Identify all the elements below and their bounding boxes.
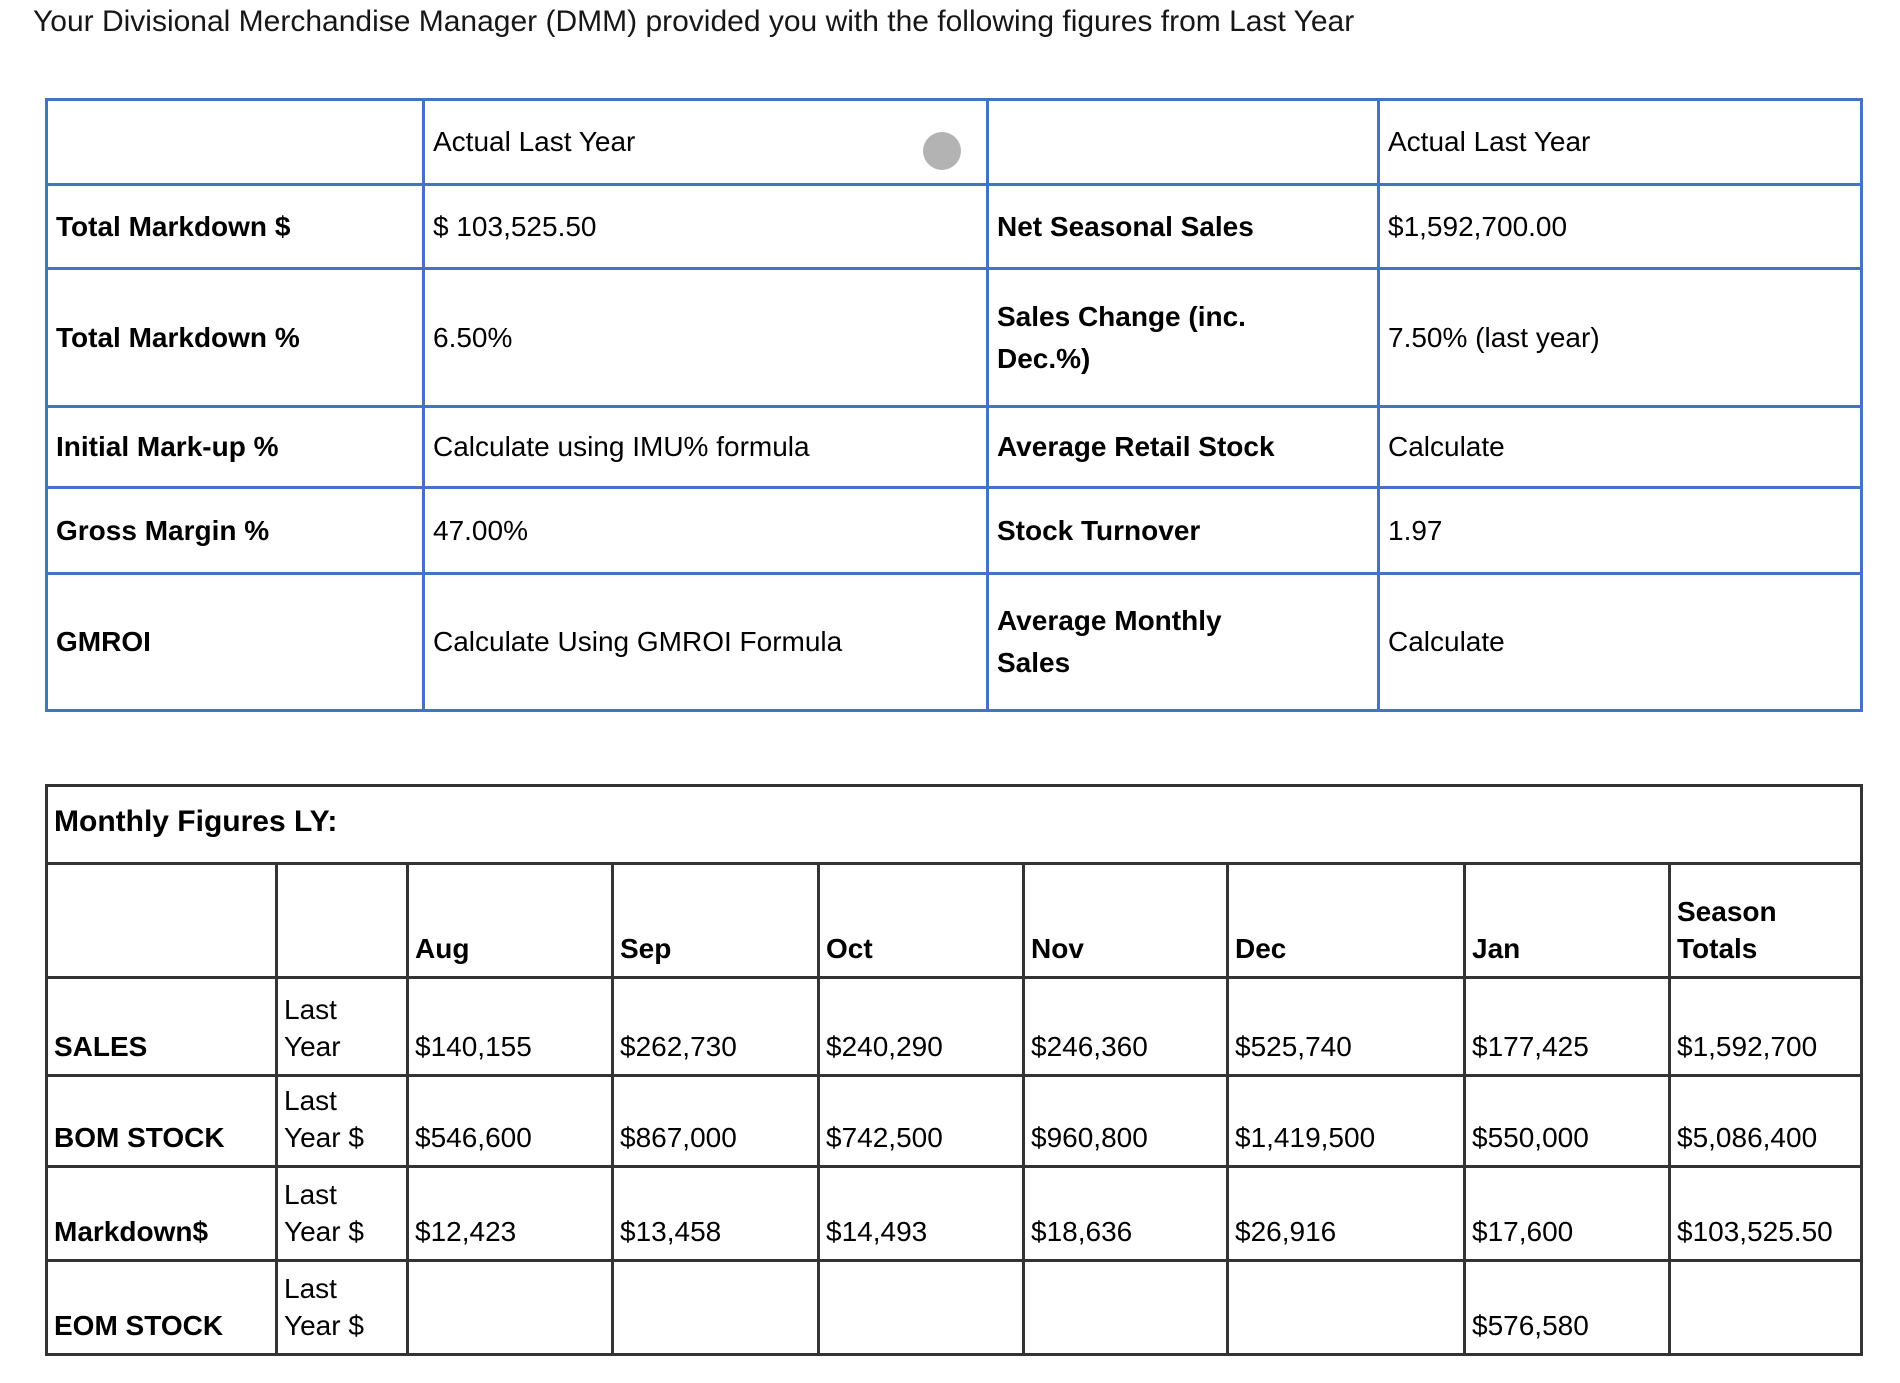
markdown-dec: $26,916 <box>1226 1165 1466 1262</box>
monthly-header-row: Aug Sep Oct Nov Dec Jan Season Totals <box>45 862 1864 979</box>
sales-change-label-text: Sales Change (inc. Dec.%) <box>997 300 1246 374</box>
monthly-row-bom-stock: BOM STOCK Last Year $ $546,600 $867,000 … <box>45 1074 1864 1168</box>
markdown-row-label: Markdown$ <box>45 1165 278 1262</box>
summary-right-header-cell: Actual Last Year <box>1377 98 1863 186</box>
sales-change-label: Sales Change (inc. Dec.%) <box>986 267 1380 408</box>
page-title: Your Divisional Merchandise Manager (DMM… <box>33 5 1355 38</box>
eom-stock-nov <box>1022 1259 1229 1356</box>
sales-oct: $240,290 <box>817 976 1025 1077</box>
summary-header-empty-cell <box>45 98 425 186</box>
total-markdown-dollar-label: Total Markdown $ <box>45 183 425 270</box>
month-header-season-totals: Season Totals <box>1667 862 1864 979</box>
net-seasonal-sales-label: Net Seasonal Sales <box>986 183 1380 270</box>
summary-table: Actual Last Year Actual Last Year Total … <box>45 98 1863 712</box>
month-header-dec: Dec <box>1226 862 1466 979</box>
bom-stock-aug: $546,600 <box>406 1074 614 1168</box>
summary-left-header-label: Actual Last Year <box>433 126 636 157</box>
avg-monthly-sales-label: Average Monthly Sales <box>986 572 1380 712</box>
avg-retail-stock-value: Calculate <box>1377 405 1863 489</box>
stock-turnover-label: Stock Turnover <box>986 486 1380 575</box>
markdown-jan: $17,600 <box>1463 1165 1671 1262</box>
total-markdown-dollar-value: $ 103,525.50 <box>422 183 989 270</box>
avg-monthly-sales-label-text: Average Monthly Sales <box>997 605 1222 678</box>
sales-row-sublabel: Last Year <box>275 976 409 1077</box>
total-markdown-pct-value: 6.50% <box>422 267 989 408</box>
eom-stock-row-sublabel: Last Year $ <box>275 1259 409 1356</box>
gmroi-value: Calculate Using GMROI Formula <box>422 572 989 712</box>
month-header-oct: Oct <box>817 862 1025 979</box>
eom-stock-dec <box>1226 1259 1466 1356</box>
sales-jan: $177,425 <box>1463 976 1671 1077</box>
monthly-header-empty-cell <box>45 862 278 979</box>
bom-stock-sep: $867,000 <box>611 1074 820 1168</box>
monthly-title-row: Monthly Figures LY: <box>44 784 1864 865</box>
sales-aug: $140,155 <box>406 976 614 1077</box>
monthly-figures-table: Monthly Figures LY: Aug Sep Oct Nov Dec … <box>44 784 1864 1356</box>
bom-stock-row-label: BOM STOCK <box>45 1074 278 1168</box>
bom-stock-jan: $550,000 <box>1463 1074 1671 1168</box>
summary-header-row: Actual Last Year Actual Last Year <box>45 98 1863 186</box>
gross-margin-label: Gross Margin % <box>45 486 425 575</box>
bom-stock-nov: $960,800 <box>1022 1074 1229 1168</box>
sales-sep: $262,730 <box>611 976 820 1077</box>
month-header-aug: Aug <box>406 862 614 979</box>
monthly-header-empty-cell <box>275 862 409 979</box>
sales-change-value: 7.50% (last year) <box>1377 267 1863 408</box>
bom-stock-season-total: $5,086,400 <box>1667 1074 1864 1168</box>
markdown-nov: $18,636 <box>1022 1165 1229 1262</box>
bom-stock-oct: $742,500 <box>817 1074 1025 1168</box>
markdown-oct: $14,493 <box>817 1165 1025 1262</box>
sales-season-total: $1,592,700 <box>1667 976 1864 1077</box>
gmroi-label: GMROI <box>45 572 425 712</box>
summary-row-gross-margin: Gross Margin % 47.00% Stock Turnover 1.9… <box>45 486 1863 575</box>
summary-right-header-label: Actual Last Year <box>1388 126 1591 157</box>
eom-stock-oct <box>817 1259 1025 1356</box>
month-header-nov: Nov <box>1022 862 1229 979</box>
month-header-sep: Sep <box>611 862 820 979</box>
markdown-aug: $12,423 <box>406 1165 614 1262</box>
avg-retail-stock-label: Average Retail Stock <box>986 405 1380 489</box>
month-header-jan: Jan <box>1463 862 1671 979</box>
summary-row-markdown-pct: Total Markdown % 6.50% Sales Change (inc… <box>45 267 1863 408</box>
summary-row-gmroi: GMROI Calculate Using GMROI Formula Aver… <box>45 572 1863 712</box>
monthly-row-markdown: Markdown$ Last Year $ $12,423 $13,458 $1… <box>45 1165 1864 1262</box>
stock-turnover-value: 1.97 <box>1377 486 1863 575</box>
sales-dec: $525,740 <box>1226 976 1466 1077</box>
eom-stock-jan: $576,580 <box>1463 1259 1671 1356</box>
gray-dot-marker-icon <box>923 132 961 170</box>
monthly-row-eom-stock: EOM STOCK Last Year $ $576,580 <box>45 1259 1864 1356</box>
bom-stock-row-sublabel: Last Year $ <box>275 1074 409 1168</box>
eom-stock-season-total <box>1667 1259 1864 1356</box>
bom-stock-dec: $1,419,500 <box>1226 1074 1466 1168</box>
eom-stock-row-label: EOM STOCK <box>45 1259 278 1356</box>
eom-stock-aug <box>406 1259 614 1356</box>
summary-header-empty-cell <box>986 98 1380 186</box>
eom-stock-sep <box>611 1259 820 1356</box>
net-seasonal-sales-value: $1,592,700.00 <box>1377 183 1863 270</box>
initial-markup-value: Calculate using IMU% formula <box>422 405 989 489</box>
markdown-row-sublabel: Last Year $ <box>275 1165 409 1262</box>
gross-margin-value: 47.00% <box>422 486 989 575</box>
monthly-row-sales: SALES Last Year $140,155 $262,730 $240,2… <box>45 976 1864 1077</box>
initial-markup-label: Initial Mark-up % <box>45 405 425 489</box>
sales-nov: $246,360 <box>1022 976 1229 1077</box>
markdown-season-total: $103,525.50 <box>1667 1165 1864 1262</box>
total-markdown-pct-label: Total Markdown % <box>45 267 425 408</box>
summary-row-imu: Initial Mark-up % Calculate using IMU% f… <box>45 405 1863 489</box>
sales-row-label: SALES <box>45 976 278 1077</box>
summary-left-header-cell: Actual Last Year <box>422 98 989 186</box>
summary-row-markdown-dollar: Total Markdown $ $ 103,525.50 Net Season… <box>45 183 1863 270</box>
avg-monthly-sales-value: Calculate <box>1377 572 1863 712</box>
monthly-table-title: Monthly Figures LY: <box>44 784 1864 865</box>
markdown-sep: $13,458 <box>611 1165 820 1262</box>
